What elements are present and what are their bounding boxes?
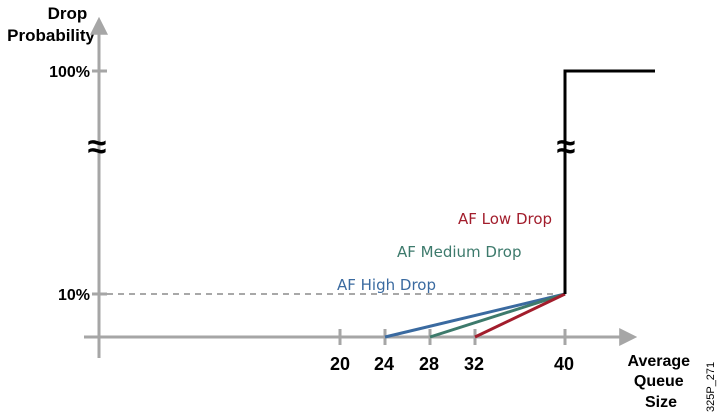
series-line-af-low-drop [474,292,566,339]
series-line-af-medium-drop [429,292,566,339]
series-label-af-low-drop: AF Low Drop [458,210,552,228]
series-label-af-high-drop: AF High Drop [337,276,436,294]
series-line-af-high-drop [384,292,566,339]
x-axis-label: Average Queue Size [627,353,694,411]
figure-code: 325P_271 [705,362,717,412]
series-layer [384,69,655,339]
y-tick-label-10: 10% [58,287,90,304]
x-tick-label-32: 32 [464,354,484,374]
y-axis-break-symbol: ≈ [88,128,107,166]
x-tick-label-28: 28 [419,354,439,374]
y-axis-label: Drop Probability [7,4,95,45]
y-tick-label-100: 100% [49,64,90,81]
x-tick-label-40: 40 [554,354,574,374]
series-label-af-medium-drop: AF Medium Drop [397,243,522,261]
x-tick-label-24: 24 [374,354,394,374]
series-line-max-threshold-step [563,69,655,294]
x-tick-label-20: 20 [330,354,350,374]
